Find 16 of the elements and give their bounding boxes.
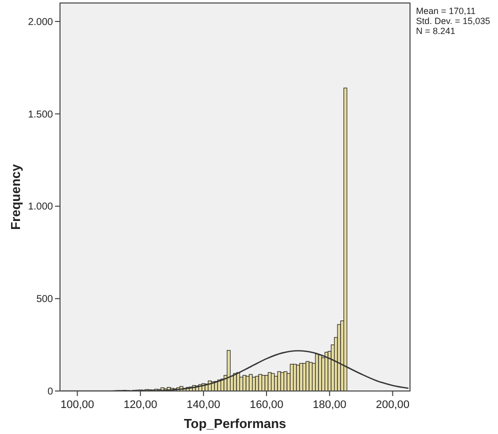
text: N = 8.241: [416, 26, 456, 36]
y-tick-label: 0: [47, 386, 54, 398]
x-tick-label: 100,00: [60, 399, 94, 411]
y-tick-label: 500: [36, 294, 54, 306]
x-tick-label: 200,00: [376, 399, 410, 411]
x-tick-label: 140,00: [186, 399, 220, 411]
y-tick-label: 1.500: [28, 109, 54, 120]
y-tick-label: 2.000: [28, 16, 54, 28]
x-tick-label: 160,00: [250, 399, 284, 411]
text: Mean = 170,11: [416, 6, 476, 16]
y-axis-title: Frequency: [8, 163, 23, 230]
text: Std. Dev. = 15,035: [416, 16, 490, 26]
x-axis-title: Top_Performans: [184, 416, 286, 431]
y-tick-label: 1.000: [28, 202, 54, 213]
x-tick-label: 180,00: [312, 399, 346, 411]
x-tick-label: 120,00: [124, 399, 158, 411]
